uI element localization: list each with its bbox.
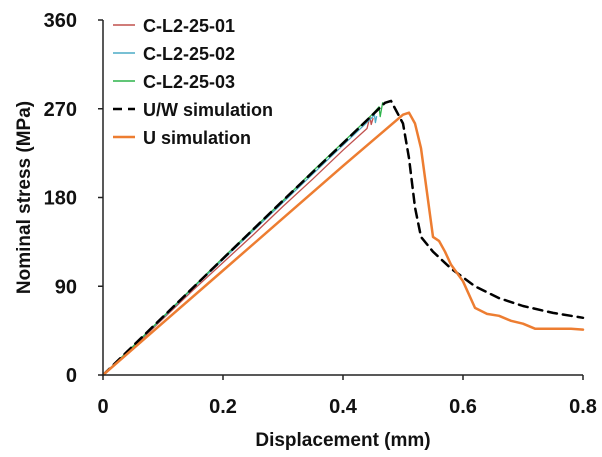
legend-label-c-l2-25-02: C-L2-25-02 [143, 44, 235, 64]
x-tick-label: 0.2 [209, 396, 237, 418]
x-tick-label: 0.4 [329, 396, 358, 418]
x-axis-title: Displacement (mm) [255, 430, 430, 451]
legend-label-u-w-simulation: U/W simulation [143, 100, 273, 120]
y-tick-label: 90 [55, 276, 77, 298]
legend-label-u-simulation: U simulation [143, 128, 251, 148]
y-tick-label: 0 [66, 365, 77, 387]
x-ticks: 0 0.2 0.4 0.6 0.8 [97, 375, 597, 418]
legend-label-c-l2-25-03: C-L2-25-03 [143, 72, 235, 92]
y-tick-label: 360 [44, 10, 77, 32]
series-layer [101, 99, 585, 377]
x-tick-label: 0 [97, 396, 108, 418]
x-tick-label: 0.8 [569, 396, 597, 418]
series-line-u-w-simulation [101, 99, 585, 377]
legend: C-L2-25-01 C-L2-25-02 C-L2-25-03 U/W simula… [113, 16, 273, 148]
y-tick-label: 180 [44, 188, 77, 210]
y-tick-label: 270 [44, 99, 77, 121]
series-line-u-simulation [101, 111, 585, 377]
y-axis-title: Nominal stress (MPa) [14, 101, 35, 294]
legend-label-c-l2-25-01: C-L2-25-01 [143, 16, 235, 36]
y-ticks: 0 90 180 270 360 [44, 10, 103, 387]
x-tick-label: 0.6 [449, 396, 477, 418]
